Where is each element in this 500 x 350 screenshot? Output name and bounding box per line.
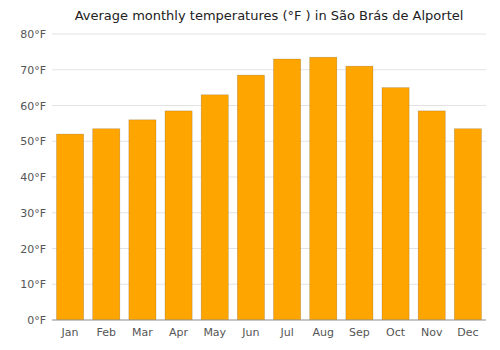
x-tick-label: Jul: [279, 326, 293, 339]
bar: [346, 66, 373, 320]
y-tick-label: 0°F: [27, 314, 46, 327]
x-tick-label: Feb: [97, 326, 116, 339]
chart: Average monthly temperatures (°F ) in Sã…: [0, 0, 500, 350]
grid: [52, 34, 486, 320]
x-tick-label: Aug: [313, 326, 334, 339]
y-tick-label: 10°F: [20, 278, 46, 291]
y-tick-label: 50°F: [20, 135, 46, 148]
grid-line: [52, 69, 486, 70]
y-tick-label: 80°F: [20, 28, 46, 41]
y-tick-label: 30°F: [20, 207, 46, 220]
bar: [310, 57, 337, 320]
bar: [454, 129, 481, 320]
x-tick-label: Mar: [132, 326, 153, 339]
bar: [165, 111, 192, 320]
x-tick-label: May: [203, 326, 226, 339]
x-axis-line: [52, 320, 486, 321]
grid-line: [52, 34, 486, 35]
y-tick-label: 60°F: [20, 100, 46, 113]
x-tick-label: Nov: [421, 326, 443, 339]
y-axis: 0°F 10°F 20°F 30°F 40°F 50°F 60°F 70°F 80°F: [20, 28, 46, 327]
x-tick-label: Dec: [457, 326, 478, 339]
bar: [418, 111, 445, 320]
x-tick-label: Jan: [61, 326, 79, 339]
bar: [274, 59, 301, 320]
bar: [93, 129, 120, 320]
y-tick-label: 40°F: [20, 171, 46, 184]
x-tick-label: Oct: [386, 326, 406, 339]
x-axis: Jan Feb Mar Apr May Jun Jul Aug Sep Oct Nov Dec: [61, 326, 479, 339]
x-tick-label: Sep: [349, 326, 370, 339]
x-tick-label: Apr: [169, 326, 189, 339]
y-tick-label: 20°F: [20, 243, 46, 256]
x-tick-label: Jun: [241, 326, 259, 339]
bars: [57, 57, 482, 320]
bar: [201, 95, 228, 320]
grid-line: [52, 105, 486, 106]
bar: [57, 134, 84, 320]
grid-line: [52, 320, 486, 321]
y-tick-label: 70°F: [20, 64, 46, 77]
bar: [129, 120, 156, 320]
chart-container: Average monthly temperatures (°F ) in Sã…: [0, 0, 500, 350]
bar: [237, 75, 264, 320]
title: Average monthly temperatures (°F ) in Sã…: [75, 8, 464, 23]
bar: [382, 88, 409, 320]
